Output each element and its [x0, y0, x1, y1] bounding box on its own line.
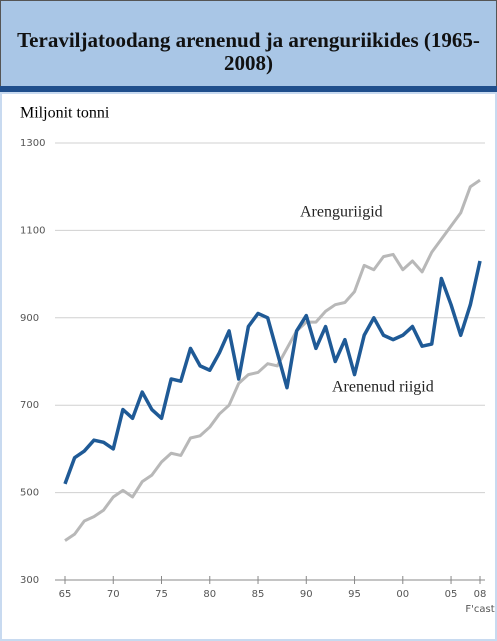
- x-tick-label: 08: [474, 589, 487, 600]
- chart-frame: [0, 92, 497, 641]
- series-label: Arenguriigid: [300, 204, 383, 221]
- y-tick-label: 1100: [20, 225, 45, 236]
- title-box: Teraviljatoodang arenenud ja arenguriiki…: [0, 0, 497, 88]
- x-tick-label: 65: [59, 589, 72, 600]
- chart-title: Teraviljatoodang arenenud ja arenguriiki…: [17, 28, 480, 75]
- series-line: [63, 260, 482, 485]
- title-underline: [0, 86, 497, 92]
- x-tick-label: 85: [252, 589, 265, 600]
- y-tick-label: 500: [20, 488, 39, 499]
- series-label: Arenenud riigid: [332, 379, 434, 396]
- y-tick-label: 300: [20, 575, 39, 586]
- x-tick-label: 70: [107, 589, 120, 600]
- y-axis-label: Miljonit tonni: [20, 105, 110, 122]
- x-tick-label: 80: [203, 589, 216, 600]
- x-tick-label: 95: [348, 589, 361, 600]
- x-tick-label: 75: [155, 589, 168, 600]
- x-tick-label: 90: [300, 589, 313, 600]
- y-tick-label: 900: [20, 313, 39, 324]
- y-tick-label: 700: [20, 400, 39, 411]
- series-line: [64, 178, 481, 542]
- x-tick-label: 00: [396, 589, 409, 600]
- chart: Miljonit tonni 300 500 700 900 1100 1300 65 70 7…: [0, 92, 497, 641]
- x-note: F'cast: [465, 604, 494, 615]
- y-tick-label: 1300: [20, 138, 45, 149]
- x-tick-label: 05: [445, 589, 458, 600]
